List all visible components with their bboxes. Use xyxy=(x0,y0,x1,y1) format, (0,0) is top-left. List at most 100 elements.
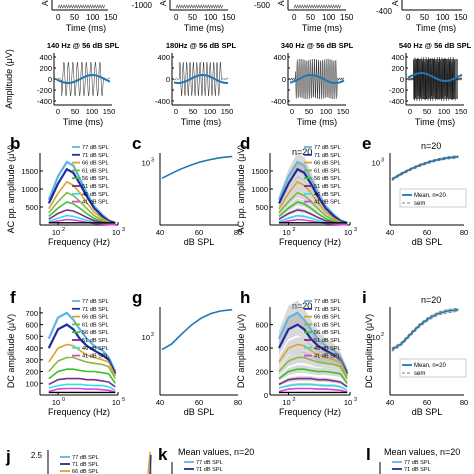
waveform-mean-line xyxy=(173,74,228,84)
series-line-41 xyxy=(48,387,116,393)
waveform-ytick: 200 xyxy=(391,64,404,73)
top-cut-ylabel: Am xyxy=(391,0,400,6)
legend-entry: 71 dB SPL xyxy=(72,462,99,468)
panel-xlabel: dB SPL xyxy=(184,237,215,247)
top-cut-xtick: 0 xyxy=(292,13,297,22)
xtick-label: 10 xyxy=(52,398,60,407)
xtick-exponent: 3 xyxy=(354,397,357,403)
panel-ylabel: DC amplitude (μV) xyxy=(236,314,246,388)
waveform-xlabel: Time (ms) xyxy=(297,117,337,127)
ytick-label: 600 xyxy=(25,321,38,330)
legend-entry: 77 dB SPL xyxy=(72,455,99,461)
legend-box xyxy=(399,188,467,208)
legend-entry: 77 dB SPL xyxy=(404,460,431,466)
panel-title: Mean values, n=20 xyxy=(384,447,460,457)
xtick-label: 10 xyxy=(344,398,352,407)
panel-label-l: l xyxy=(366,445,371,464)
waveform-trace xyxy=(173,61,229,97)
xtick-exponent: 2 xyxy=(293,227,296,233)
cut-trace xyxy=(149,454,152,474)
legend-entry: 41 dB SPL xyxy=(314,200,341,206)
top-cut-trace xyxy=(293,4,342,9)
ytick-label: 400 xyxy=(25,344,38,353)
waveform-ytick: -200 xyxy=(389,86,404,95)
panel-ylabel: AC pp. amplitude (μV) xyxy=(236,145,246,234)
waveform-ytick: 400 xyxy=(157,53,170,62)
legend-entry: 77 dB SPL xyxy=(82,299,109,305)
xtick-exponent: 5 xyxy=(122,397,125,403)
waveform-xtick: 0 xyxy=(408,107,412,116)
waveform-xtick: 150 xyxy=(103,107,116,116)
waveform-ytick: 200 xyxy=(39,64,52,73)
xtick-exponent: 3 xyxy=(122,227,125,233)
waveform-mean-line xyxy=(407,72,463,82)
panel-ylabel: DC amplitude (μV) xyxy=(364,314,374,388)
top-cut-xtick: 0 xyxy=(174,13,179,22)
top-cut-xtick: 50 xyxy=(420,13,429,22)
series-line-66 xyxy=(48,343,117,377)
top-cut-xtick: 150 xyxy=(222,13,236,22)
panel-label-k: k xyxy=(158,445,168,464)
waveform-mean-line xyxy=(55,74,111,84)
waveform-xtick: 150 xyxy=(455,107,468,116)
legend-entry: 56 dB SPL xyxy=(82,176,109,182)
waveform-xtick: 50 xyxy=(423,107,431,116)
panel-xlabel: dB SPL xyxy=(412,407,443,417)
legend-entry: 71 dB SPL xyxy=(404,467,431,473)
waveform-xtick: 100 xyxy=(86,107,99,116)
sem-band xyxy=(279,198,348,225)
top-cut-xtick: 100 xyxy=(322,13,336,22)
legend-entry: 66 dB SPL xyxy=(72,469,99,474)
series-line-46 xyxy=(48,383,116,392)
waveform-xlabel: Time (ms) xyxy=(415,117,455,127)
panel-label-b: b xyxy=(10,134,20,153)
panel-xlabel: dB SPL xyxy=(184,407,215,417)
legend-entry: 61 dB SPL xyxy=(314,322,341,328)
panel-n-label: n=20 xyxy=(421,141,441,151)
waveform-xtick: 0 xyxy=(290,107,294,116)
ytick-exponent: 3 xyxy=(381,157,384,163)
legend-entry: 41 dB SPL xyxy=(82,200,109,206)
legend-entry: 56 dB SPL xyxy=(314,176,341,182)
waveform-ytick: -400 xyxy=(155,97,170,106)
top-cut-xlabel: Time (ms) xyxy=(416,23,456,33)
legend-entry: 46 dB SPL xyxy=(82,346,109,352)
legend-entry: 46 dB SPL xyxy=(82,192,109,198)
waveform-ylabel: Amplitude (μV) xyxy=(4,49,14,109)
panel-xlabel: Frequency (Hz) xyxy=(279,407,341,417)
panel-n-label: n=20 xyxy=(421,295,441,305)
series-line-56 xyxy=(278,368,348,384)
xtick-label: 10 xyxy=(282,228,290,237)
mean-line xyxy=(391,155,459,180)
panel-label-i: i xyxy=(362,288,367,307)
panel-label-g: g xyxy=(132,288,142,307)
waveform-ytick: 400 xyxy=(39,53,52,62)
ytick-label: 500 xyxy=(25,203,38,212)
sem-band xyxy=(279,187,348,225)
waveform-xlabel: Time (ms) xyxy=(63,117,103,127)
top-cut-trace xyxy=(57,4,106,9)
top-cut-trace xyxy=(175,4,224,9)
sem-line xyxy=(391,307,459,349)
panel-xlabel: Frequency (Hz) xyxy=(48,407,110,417)
waveform-xtick: 0 xyxy=(174,107,178,116)
series-line-51 xyxy=(48,377,116,388)
sem-band xyxy=(279,351,348,381)
ytick-label: 1000 xyxy=(21,185,38,194)
top-cut-ylabel: Am xyxy=(41,0,50,6)
panel-ylabel: DC amplitude (μV) xyxy=(6,314,16,388)
legend-entry: 77 dB SPL xyxy=(314,299,341,305)
ytick-label: 300 xyxy=(25,356,38,365)
waveform-xtick: 100 xyxy=(438,107,451,116)
waveform-xtick: 50 xyxy=(71,107,79,116)
series-line-71 xyxy=(278,323,349,375)
panel-label-d: d xyxy=(240,134,250,153)
legend-entry: 51 dB SPL xyxy=(82,184,109,190)
waveform-xtick: 50 xyxy=(305,107,313,116)
mean-line xyxy=(391,308,459,351)
waveform-mean-line xyxy=(289,74,345,84)
series-line-71 xyxy=(47,167,116,225)
sem-band xyxy=(279,175,348,224)
sem-band xyxy=(279,207,348,225)
